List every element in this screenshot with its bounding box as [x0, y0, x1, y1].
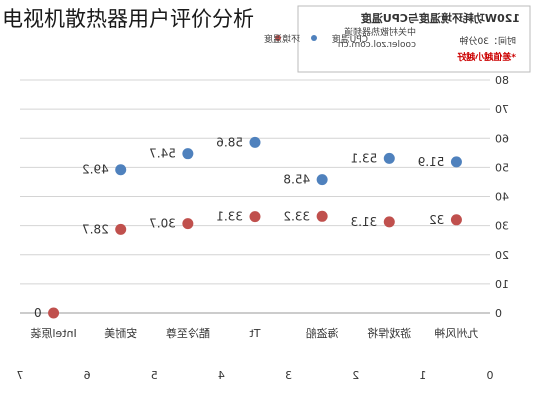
y-tick-label: 70: [495, 103, 509, 116]
data-point: [48, 307, 60, 319]
legend-cpu-dot: [311, 35, 317, 41]
legend-env-label: 环境温度: [264, 33, 300, 45]
x-tick-label: 2: [352, 369, 359, 382]
data-label: 49.2: [82, 163, 109, 177]
y-tick-label: 0: [495, 307, 502, 320]
data-label: 0: [34, 306, 42, 320]
y-tick-label: 30: [495, 220, 509, 233]
x-tick-label: 1: [419, 369, 426, 382]
data-point: [115, 223, 127, 235]
category-label: Tt: [249, 327, 262, 340]
category-label: 安耐美: [104, 326, 137, 340]
chart-title: 120W功耗环境温度与CPU温度: [360, 11, 520, 25]
y-tick-label: 10: [495, 278, 509, 291]
category-label: 海盗船: [306, 326, 339, 340]
data-point: [115, 164, 127, 176]
data-point: [383, 216, 395, 228]
header-box: [297, 5, 531, 73]
category-label: 游戏悍将: [367, 326, 411, 340]
data-point: [316, 210, 328, 222]
y-tick-label: 20: [495, 249, 509, 262]
x-tick-label: 6: [84, 369, 91, 382]
data-point: [182, 218, 194, 230]
data-point: [249, 211, 261, 223]
legend-cpu-label: CPU温度: [332, 33, 368, 45]
data-point: [383, 152, 395, 164]
category-label: 酷冷至尊: [166, 326, 210, 340]
x-tick-label: 4: [218, 369, 225, 382]
data-label: 33.2: [283, 209, 310, 223]
data-label: 30.7: [149, 217, 176, 231]
data-label: 58.6: [216, 135, 243, 149]
data-label: 51.9: [418, 155, 445, 169]
data-label: 53.1: [351, 151, 378, 165]
chart-time: 时间：30分钟: [460, 35, 516, 47]
data-label: 32: [429, 213, 444, 227]
x-tick-label: 0: [487, 369, 494, 382]
x-tick-label: 7: [17, 369, 24, 382]
category-label: Intel原装: [30, 327, 76, 340]
x-tick-label: 5: [151, 369, 158, 382]
legend-env-dot: [275, 35, 281, 41]
chart-site: cooler.zol.com.cn: [338, 40, 416, 50]
data-point: [249, 136, 261, 148]
data-point: [316, 174, 328, 186]
data-label: 54.7: [149, 147, 176, 161]
data-point: [450, 214, 462, 226]
category-label: 九州风神: [434, 326, 478, 340]
x-tick-label: 3: [285, 369, 292, 382]
data-point: [182, 148, 194, 160]
y-tick-label: 40: [495, 191, 509, 204]
y-tick-label: 50: [495, 161, 509, 174]
plot-area: 01020304050607080九州风神游戏悍将海盗船Tt酷冷至尊安耐美Int…: [17, 74, 510, 382]
data-label: 45.8: [283, 173, 310, 187]
data-label: 31.3: [351, 215, 378, 229]
y-tick-label: 80: [495, 74, 509, 87]
data-label: 33.1: [216, 210, 243, 224]
chart-source: 中关村散热器频道: [344, 26, 416, 38]
chart-note: *差值越小越好: [457, 51, 516, 63]
data-point: [450, 156, 462, 168]
page-title: 电视机散热器用户评价分析: [2, 7, 254, 31]
y-tick-label: 60: [495, 132, 509, 145]
data-label: 28.7: [82, 222, 109, 236]
